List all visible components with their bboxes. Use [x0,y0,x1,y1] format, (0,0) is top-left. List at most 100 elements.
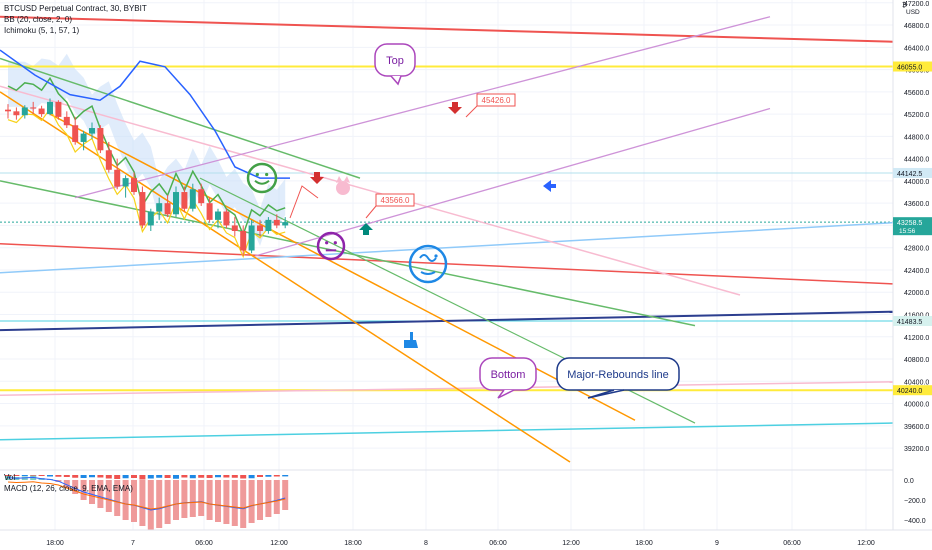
macd-histogram-bar [265,480,272,517]
candle-body [122,178,129,187]
macd-histogram-bar [198,480,205,516]
orange-channel-line [49,113,636,421]
swirl-face-outline [408,244,448,284]
macd-histogram-bar [131,480,137,522]
swirl-face-eye [434,254,438,258]
volume-bar [72,475,79,478]
volume-bar [114,475,121,479]
price-label-43258.5: 43258.515:56 [893,217,932,236]
candle-body [206,203,213,220]
y-tick-label: 46400.0 [904,45,929,52]
macd-legend[interactable]: MACD (12, 26, close, 9, EMA, EMA) [4,484,133,493]
ichimoku-conversion-line [7,107,286,259]
volume-bar [139,475,146,480]
candle-body [257,225,263,231]
symbol-title[interactable]: BTCUSD Perpetual Contract, 30, BYBIT [4,4,147,13]
volume-bar [248,475,255,479]
candle-body [63,116,70,126]
macd-histogram-bar [206,480,213,520]
bottom-teal-line [0,422,894,441]
y-tick-label: 46800.0 [904,23,929,30]
y-tick-label: 44800.0 [904,134,929,141]
target-label-43566: 43566.0 [365,193,415,219]
volume-bar [189,475,196,479]
bottom-callout-text: Bottom [491,369,526,381]
candle-body [231,225,238,231]
volume-bar [97,475,104,478]
price-axis-symbol: ₿ [902,1,907,9]
volume-bar [198,475,205,478]
ichimoku-legend[interactable]: Ichimoku (5, 1, 57, 1) [4,26,80,35]
target-label-43566-pointer [365,205,377,219]
top-callout-tail [390,75,402,86]
candle-body [215,211,221,220]
bb-legend[interactable]: BB (20, close, 2, 0) [4,15,73,24]
y-tick-label: 40400.0 [904,379,929,386]
target-label-45426-text: 45426.0 [482,96,511,105]
candle-body [38,108,45,115]
candle-body [89,128,95,134]
volume-legend[interactable]: Vol [4,473,16,482]
price-label-text: 40240.0 [897,388,922,395]
price-label-box [893,167,932,178]
volume-bar [63,475,70,477]
y-tick-label: 44400.0 [904,157,929,164]
volume-bar [89,475,95,478]
volume-bar [21,475,28,476]
macd-histogram-bar [105,480,112,512]
macd-histogram-bar [122,480,129,520]
candle-body [265,219,272,231]
volume-bar [80,475,87,478]
macd-tick-label: −400.0 [904,518,926,525]
candle-body [223,211,230,226]
pink-up-channel-top [74,16,771,199]
volume-bar [131,475,137,478]
y-tick-label: 42000.0 [904,290,929,297]
price-label-text: 43258.5 [897,220,922,227]
top-callout-text: Top [386,55,404,67]
price-label-box [893,217,932,236]
smile-face-icon-outline [246,162,278,194]
x-tick-label: 06:00 [489,540,507,547]
price-label-44142.5: 44142.5 [893,167,932,178]
candle-body [173,192,179,215]
candle-body [13,111,20,116]
macd-histogram-bar [273,480,280,514]
volume-bar [122,475,129,479]
macd-histogram-bar [223,480,230,524]
volume-bar [5,475,11,476]
macd-histogram-bar [114,480,121,516]
volume-bar [265,475,272,477]
candle-body [248,225,255,251]
macd-histogram-bar [89,480,95,504]
bottom-callout-tail [497,389,515,399]
blue-trend-line [0,221,894,274]
target-label-45426-pointer [465,105,478,118]
candle-body [273,219,280,226]
price-label-46055.0: 46055.0 [893,61,932,72]
green-down-line [0,180,696,327]
price-label-text: 41483.5 [897,319,922,326]
target-label-43566-text: 43566.0 [381,196,410,205]
macd-tick-label: −200.0 [904,498,926,505]
y-tick-label: 41200.0 [904,335,929,342]
macd-histogram-bar [80,480,87,500]
macd-histogram-bar [257,480,263,520]
x-tick-label: 18:00 [635,540,653,547]
candle-body [139,192,146,226]
x-tick-label: 12:00 [270,540,288,547]
x-tick-label: 8 [424,540,428,547]
pink-up-channel-bottom [254,107,771,257]
x-tick-label: 18:00 [46,540,64,547]
price-label-box [893,315,932,326]
price-label-text: 46055.0 [897,65,922,72]
candle-body [156,203,163,212]
volume-bar [231,475,238,478]
macd-histogram-bar [147,480,154,530]
y-tick-label: 45600.0 [904,90,929,97]
x-tick-label: 12:00 [857,540,875,547]
macd-histogram-bar [173,480,179,520]
price-label-countdown: 15:56 [899,228,916,235]
price-label-box [893,385,932,396]
